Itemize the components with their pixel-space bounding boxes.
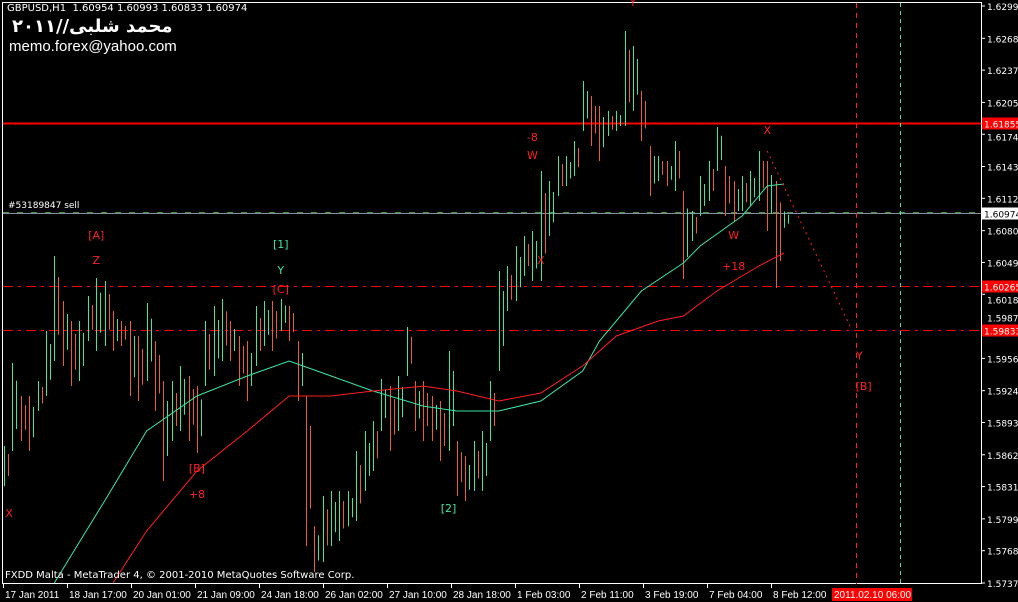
price-bars — [4, 31, 789, 573]
moving-averages — [53, 183, 785, 584]
wave-label: [2] — [441, 502, 457, 515]
fast-moving-average — [53, 183, 785, 584]
time-tick-label: 17 Jan 2011 — [5, 590, 60, 601]
wave-label: -8 — [527, 131, 538, 144]
wave-label: Y — [276, 264, 284, 277]
wave-label: +18 — [722, 260, 745, 273]
symbol-info: GBPUSD,H1 1.60954 1.60993 1.60833 1.6097… — [7, 3, 247, 15]
wave-label: X — [5, 507, 13, 520]
wave-label: Y — [855, 349, 863, 362]
price-axis: 1.62995 1.62680 1.62370 1.62055 1.61745 1.614… — [981, 3, 1018, 590]
horizontal-levels — [3, 122, 981, 331]
price-tick-label: 1.59560 — [987, 355, 1018, 365]
time-tick-label: 3 Feb 19:00 — [645, 590, 699, 601]
price-tag: 1.60265 — [984, 284, 1018, 294]
price-tick-label: 1.58935 — [987, 419, 1018, 429]
wave-label: Z — [92, 254, 100, 267]
wave-label: X — [763, 124, 771, 137]
price-tick-label: 1.61745 — [987, 134, 1018, 144]
wave-label: W — [527, 149, 538, 162]
price-tag-bg — [982, 117, 1018, 130]
time-tick-label: 7 Feb 04:00 — [709, 590, 763, 601]
price-tick-label: 1.61430 — [987, 164, 1018, 174]
time-tick-label: 24 Jan 18:00 — [261, 590, 319, 601]
time-highlight-label: 2011.02.10 06:00 — [834, 590, 912, 601]
wave-label: [B] — [856, 380, 872, 393]
price-tick-label: 1.57685 — [987, 548, 1018, 558]
symbol-name: GBPUSD,H1 — [7, 3, 67, 14]
chart-border — [2, 2, 982, 584]
time-tick-label: 27 Jan 10:00 — [389, 590, 447, 601]
time-tick-label: 18 Jan 17:00 — [69, 590, 127, 601]
price-tick-label: 1.58310 — [987, 484, 1018, 494]
price-tag-bg — [982, 207, 1018, 220]
author-email: memo.forex@yahoo.com — [9, 38, 177, 55]
price-tag-bg — [982, 324, 1018, 337]
time-tick-label: 8 Feb 12:00 — [773, 590, 827, 601]
slow-moving-average — [112, 252, 785, 584]
price-tick-label: 1.60495 — [987, 259, 1018, 269]
price-tick-label: 1.57370 — [987, 580, 1018, 590]
wave-label: [A] — [88, 229, 104, 242]
price-tick-label: 1.61120 — [987, 195, 1018, 205]
copyright-text: FXDD Malta - MetaTrader 4, © 2001-2010 M… — [5, 570, 355, 581]
time-tick-label: 28 Jan 18:00 — [453, 590, 511, 601]
wave-label: +8 — [189, 488, 205, 501]
author-name: محمد شلبى//٢٠١١ — [12, 16, 173, 37]
price-tick-label: 1.60805 — [987, 228, 1018, 238]
price-tick-label: 1.59870 — [987, 315, 1018, 325]
price-tag-bg — [982, 280, 1018, 293]
wave-label: Y — [629, 0, 637, 9]
wave-labels: [A] Z [1] Y [C] [B] +8 X [2] -8 W X Y X W +18 Y [B] — [5, 0, 871, 520]
wave-label: [1] — [273, 238, 289, 251]
wave-label: [C] — [273, 283, 289, 296]
time-tick-label: 1 Feb 03:00 — [517, 590, 571, 601]
time-tick-label: 2 Feb 11:00 — [581, 590, 634, 601]
price-tick-label: 1.57995 — [987, 516, 1018, 526]
vertical-lines — [856, 3, 901, 584]
price-tick-label: 1.62680 — [987, 35, 1018, 45]
price-tick-label: 1.62055 — [987, 99, 1018, 109]
time-tick-label: 20 Jan 01:00 — [133, 590, 191, 601]
price-tick-label: 1.59245 — [987, 388, 1018, 398]
price-tick-label: 1.58620 — [987, 452, 1018, 462]
ohlc-values: 1.60954 1.60993 1.60833 1.60974 — [72, 3, 248, 14]
time-highlight-bg — [832, 588, 912, 601]
wave-label: X — [537, 254, 545, 267]
projection-dotted-line[interactable] — [766, 150, 853, 331]
price-tag: 1.60974 — [984, 211, 1018, 221]
order-label[interactable]: #53189847 sell — [8, 201, 80, 211]
time-tick-label: 21 Jan 09:00 — [197, 590, 255, 601]
time-tick-label: 26 Jan 02:00 — [325, 590, 383, 601]
price-tag: 1.59833 — [984, 328, 1018, 338]
price-tick-label: 1.60185 — [987, 297, 1018, 307]
time-axis: 17 Jan 2011 18 Jan 17:00 20 Jan 01:00 21 Ja… — [3, 584, 912, 601]
projection-line — [766, 150, 853, 331]
price-tick-label: 1.62370 — [987, 67, 1018, 77]
wave-label: W — [728, 229, 739, 242]
price-tick-label: 1.62995 — [987, 3, 1018, 13]
wave-label: [B] — [189, 462, 205, 475]
price-tag: 1.61855 — [984, 121, 1018, 131]
